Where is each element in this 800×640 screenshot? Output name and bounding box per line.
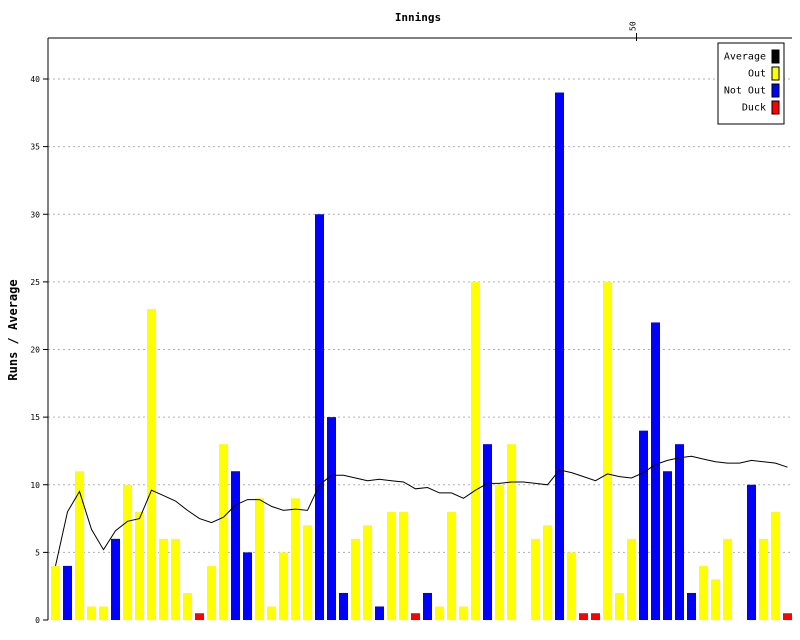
- legend-swatch: [771, 49, 780, 64]
- bar-out: [507, 444, 516, 620]
- bar-out: [399, 511, 408, 620]
- bar-not_out: [555, 92, 564, 620]
- bar-duck: [579, 613, 588, 620]
- bar-out: [303, 525, 312, 620]
- bar-duck: [411, 613, 420, 620]
- average-line: [55, 455, 788, 567]
- bar-out: [75, 471, 84, 620]
- bar-out: [495, 484, 504, 620]
- bar-out: [135, 511, 144, 620]
- bar-out: [279, 552, 288, 620]
- y-tick-label: 10: [30, 481, 40, 490]
- bar-out: [711, 579, 720, 620]
- top-axis-tick-label: 50: [629, 21, 638, 31]
- bar-not_out: [423, 592, 432, 620]
- axes: 0 5 10 15 20 25 30 35 40 50: [30, 21, 792, 625]
- legend: Average Out Not Out Duck: [717, 42, 785, 125]
- bar-out: [123, 484, 132, 620]
- y-tick-label: 20: [30, 346, 40, 355]
- bar-out: [363, 525, 372, 620]
- bar-out: [759, 538, 768, 620]
- bar-out: [147, 308, 156, 620]
- bar-not_out: [111, 538, 120, 620]
- bar-out: [543, 525, 552, 620]
- y-tick-label: 40: [30, 75, 40, 84]
- bar-out: [531, 538, 540, 620]
- bar-out: [351, 538, 360, 620]
- bar-out: [171, 538, 180, 620]
- bar-out: [567, 552, 576, 620]
- legend-swatch: [771, 100, 780, 115]
- bar-out: [267, 606, 276, 620]
- bar-duck: [591, 613, 600, 620]
- bar-not_out: [651, 322, 660, 620]
- bar-not_out: [243, 552, 252, 620]
- bar-out: [723, 538, 732, 620]
- y-tick-label: 15: [30, 413, 40, 422]
- bar-duck: [195, 613, 204, 620]
- y-tick-label: 25: [30, 278, 40, 287]
- bar-out: [699, 565, 708, 620]
- legend-label: Not Out: [724, 86, 766, 97]
- legend-swatch: [771, 66, 780, 81]
- bar-out: [255, 498, 264, 620]
- bar-not_out: [63, 565, 72, 620]
- legend-swatch: [771, 83, 780, 98]
- bar-out: [435, 606, 444, 620]
- bar-out: [159, 538, 168, 620]
- bar-out: [447, 511, 456, 620]
- bar-out: [87, 606, 96, 620]
- bar-out: [387, 511, 396, 620]
- bar-out: [615, 592, 624, 620]
- bars-layer: [51, 92, 792, 620]
- bar-out: [603, 281, 612, 620]
- legend-label: Duck: [742, 103, 766, 114]
- y-tick-label: 35: [30, 143, 40, 152]
- bar-out: [771, 511, 780, 620]
- bar-not_out: [747, 484, 756, 620]
- bar-not_out: [483, 444, 492, 620]
- bar-out: [219, 444, 228, 620]
- bar-out: [627, 538, 636, 620]
- bar-not_out: [663, 471, 672, 620]
- bar-not_out: [231, 471, 240, 620]
- bar-out: [459, 606, 468, 620]
- bar-not_out: [327, 417, 336, 620]
- bar-out: [291, 498, 300, 620]
- bar-duck: [783, 613, 792, 620]
- bar-not_out: [687, 592, 696, 620]
- y-tick-label: 5: [35, 548, 40, 557]
- y-tick-label: 0: [35, 616, 40, 625]
- bar-out: [207, 565, 216, 620]
- bar-not_out: [315, 214, 324, 620]
- chart-title: Innings: [395, 11, 441, 24]
- bar-not_out: [639, 430, 648, 620]
- average-line-layer: [55, 455, 788, 567]
- bar-not_out: [675, 444, 684, 620]
- bar-not_out: [339, 592, 348, 620]
- bar-out: [183, 592, 192, 620]
- legend-label: Out: [748, 69, 766, 80]
- legend-label: Average: [724, 52, 766, 63]
- y-axis-label: Runs / Average: [6, 279, 20, 380]
- bar-not_out: [375, 606, 384, 620]
- y-tick-label: 30: [30, 210, 40, 219]
- bar-out: [99, 606, 108, 620]
- bar-out: [471, 281, 480, 620]
- bar-out: [51, 565, 60, 620]
